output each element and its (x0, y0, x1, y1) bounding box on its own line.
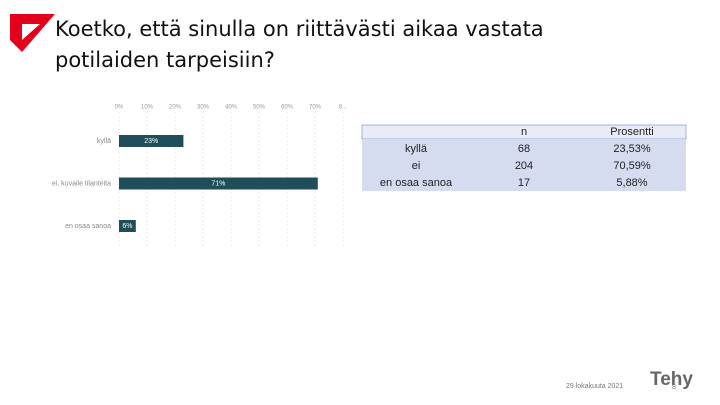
page-number: 8 (672, 384, 676, 391)
y-tick-label: ei, kuvaile tilanteita (52, 180, 111, 187)
x-tick-label: 70% (309, 105, 322, 111)
x-tick-label: 30% (197, 105, 210, 111)
value-label: 71% (211, 180, 225, 187)
logo-corner-cut (22, 24, 40, 40)
footer-date: 29 lokakuuta 2021 (566, 383, 623, 390)
title-line: Koetko, että sinulla on riittävästi aika… (55, 17, 544, 41)
table-header (361, 124, 687, 140)
table-header-cell: n (521, 126, 527, 138)
footer-logo: Tehy (650, 369, 693, 390)
table-cell: ei (412, 160, 421, 172)
x-tick-label: 0% (115, 105, 124, 111)
table-cell: 68 (518, 143, 530, 155)
table-body (362, 140, 686, 191)
logo-corner (10, 14, 55, 52)
table-cell: 5,88% (616, 177, 647, 189)
bar (119, 135, 184, 147)
x-tick-label: 60% (281, 105, 294, 111)
table-cell: kyllä (405, 143, 428, 155)
x-tick-label: 20% (169, 105, 182, 111)
title-line: potilaiden tarpeisiin? (55, 48, 275, 72)
table-cell: 204 (515, 160, 533, 172)
x-tick-label: 40% (225, 105, 238, 111)
bar (119, 177, 318, 190)
x-tick-label: 8... (339, 105, 348, 111)
table-cell: 70,59% (613, 160, 651, 172)
x-tick-label: 50% (253, 105, 266, 111)
table-header-cell: Prosentti (610, 126, 653, 138)
value-label: 6% (122, 223, 132, 230)
x-tick-label: 10% (141, 105, 154, 111)
y-tick-label: en osaa sanoa (65, 223, 111, 230)
bar (119, 220, 136, 232)
table-cell: 23,53% (613, 143, 651, 155)
table-cell: 17 (518, 177, 530, 189)
y-tick-label: kyllä (97, 138, 111, 145)
value-label: 23% (144, 138, 158, 145)
table-cell: en osaa sanoa (380, 177, 453, 189)
